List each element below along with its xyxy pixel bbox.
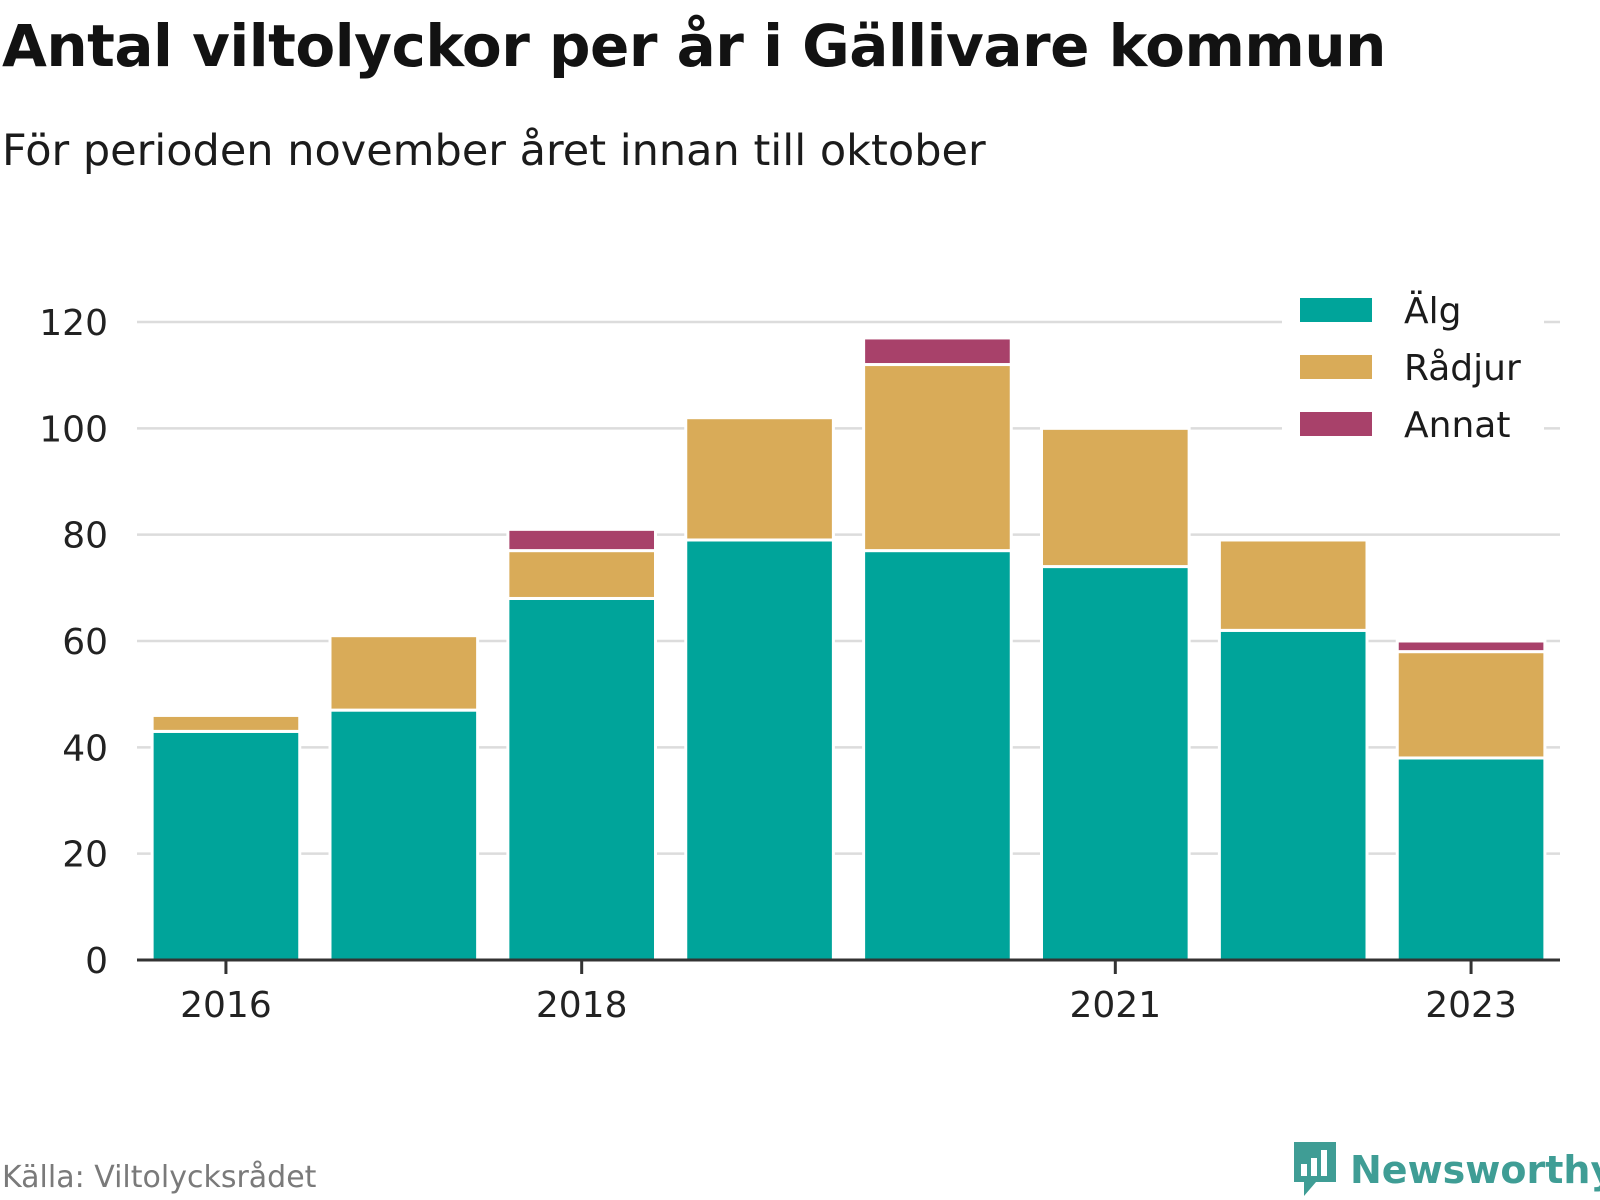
bar-1-2021 bbox=[1039, 565, 1191, 962]
bar-3-2023 bbox=[1395, 639, 1547, 654]
bar-2-2022 bbox=[1217, 538, 1369, 632]
bar-2-2020 bbox=[862, 363, 1013, 553]
legend-swatch bbox=[1300, 298, 1372, 322]
newsworthy-icon bbox=[1294, 1142, 1336, 1196]
y-tick-label: 20 bbox=[62, 835, 108, 876]
brand-name: Newsworthy bbox=[1350, 1148, 1600, 1192]
bar-1-2016 bbox=[150, 729, 302, 962]
bar-2-2017 bbox=[328, 634, 480, 712]
legend-label: Rådjur bbox=[1404, 348, 1521, 389]
x-tick-label: 2023 bbox=[1425, 985, 1517, 1026]
y-tick-label: 120 bbox=[39, 303, 108, 344]
bar-1-2019 bbox=[684, 538, 835, 962]
legend-swatch bbox=[1300, 412, 1372, 436]
source-note: Källa: Viltolycksrådet bbox=[2, 1160, 317, 1195]
legend-swatch bbox=[1300, 355, 1372, 379]
y-tick-label: 100 bbox=[39, 409, 108, 450]
brand-logo: Newsworthy bbox=[1290, 1140, 1600, 1200]
y-tick-label: 0 bbox=[85, 941, 108, 982]
chart-subtitle: För perioden november året innan till ok… bbox=[2, 126, 986, 176]
y-tick-label: 60 bbox=[62, 622, 108, 663]
bar-3-2018 bbox=[506, 527, 658, 553]
y-tick-label: 40 bbox=[62, 728, 108, 769]
x-tick-label: 2021 bbox=[1070, 985, 1162, 1026]
legend: Älg Rådjur Annat bbox=[1282, 282, 1544, 450]
legend-label: Älg bbox=[1404, 290, 1461, 332]
bar-1-2018 bbox=[506, 596, 658, 962]
bar-2-2016 bbox=[150, 713, 302, 733]
bar-2-2021 bbox=[1039, 426, 1191, 569]
x-tick-label: 2016 bbox=[180, 985, 272, 1026]
bar-2-2023 bbox=[1395, 650, 1547, 760]
bar-1-2023 bbox=[1395, 756, 1547, 962]
legend-label: Annat bbox=[1404, 405, 1510, 446]
y-tick-label: 80 bbox=[62, 516, 108, 557]
bar-2-2019 bbox=[684, 416, 835, 542]
bar-1-2020 bbox=[862, 549, 1013, 962]
bar-1-2017 bbox=[328, 708, 480, 962]
chart-title: Antal viltolyckor per år i Gällivare kom… bbox=[2, 12, 1386, 80]
bar-2-2018 bbox=[506, 549, 658, 600]
bar-1-2022 bbox=[1217, 628, 1369, 962]
x-tick-label: 2018 bbox=[536, 985, 628, 1026]
bar-3-2020 bbox=[862, 336, 1013, 367]
